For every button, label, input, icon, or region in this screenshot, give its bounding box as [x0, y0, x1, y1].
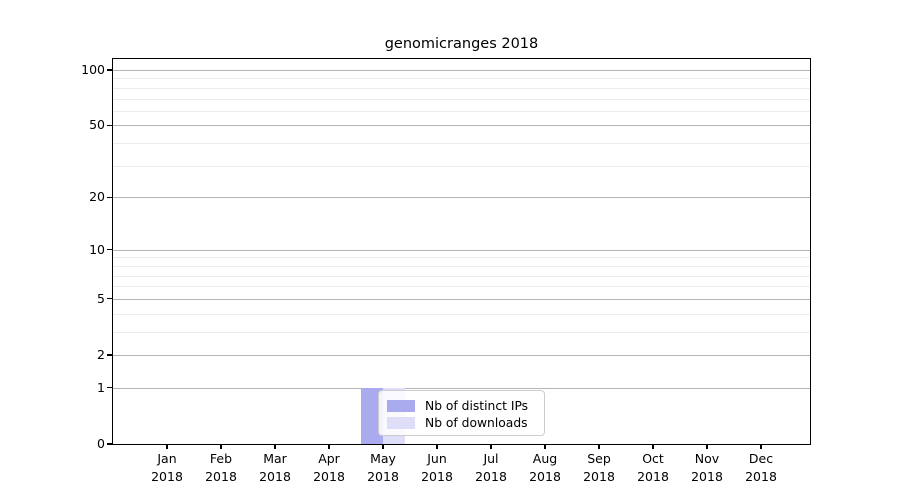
x-tick-dec-2018 [760, 444, 762, 449]
month-name: May [370, 451, 396, 466]
y-tick-label-5: 5 [97, 290, 105, 306]
month-name: Aug [532, 451, 558, 466]
minor-gridline-8 [113, 265, 810, 267]
x-tick-label-jan-2018: Jan 2018 [139, 450, 195, 486]
month-year: 2018 [475, 469, 507, 484]
month-year: 2018 [151, 469, 183, 484]
minor-gridline-7 [113, 275, 810, 277]
y-tick-50 [107, 124, 112, 127]
x-tick-aug-2018 [544, 444, 546, 449]
month-year: 2018 [367, 469, 399, 484]
x-tick-label-nov-2018: Nov 2018 [679, 450, 735, 486]
chart-title: genomicranges 2018 [384, 36, 539, 52]
y-tick-20 [107, 196, 112, 198]
major-gridline-10 [113, 249, 810, 251]
major-gridline-50 [113, 125, 810, 127]
major-gridline-5 [113, 298, 810, 300]
minor-gridline-40 [113, 143, 810, 145]
x-tick-label-may-2018: May 2018 [355, 450, 411, 486]
x-tick-label-apr-2018: Apr 2018 [301, 450, 357, 486]
x-tick-label-mar-2018: Mar 2018 [247, 450, 303, 486]
legend-swatch-nb-of-downloads [387, 416, 415, 429]
x-tick-label-jul-2018: Jul 2018 [463, 450, 519, 486]
x-tick-nov-2018 [706, 444, 708, 449]
minor-gridline-80 [113, 87, 810, 89]
y-tick-100 [107, 69, 112, 71]
x-tick-label-oct-2018: Oct 2018 [625, 450, 681, 486]
legend-entry-nb-of-distinct-ips: Nb of distinct IPs [387, 397, 536, 414]
y-tick-10 [107, 249, 112, 251]
month-year: 2018 [313, 469, 345, 484]
y-tick-label-0: 0 [97, 436, 105, 451]
month-year: 2018 [637, 469, 669, 484]
x-tick-label-aug-2018: Aug 2018 [517, 450, 573, 486]
y-tick-0 [107, 443, 112, 445]
minor-gridline-60 [113, 110, 810, 112]
x-tick-jun-2018 [436, 444, 438, 449]
month-name: Jul [483, 451, 499, 466]
x-tick-oct-2018 [652, 444, 654, 449]
bar-nb-of-distinct-ips-may [361, 387, 383, 444]
month-name: Jan [157, 451, 177, 466]
month-name: Apr [318, 451, 340, 466]
x-tick-sep-2018 [598, 444, 600, 449]
x-tick-label-feb-2018: Feb 2018 [193, 450, 249, 486]
minor-gridline-9 [113, 257, 810, 259]
minor-gridline-70 [113, 98, 810, 100]
x-tick-feb-2018 [220, 444, 222, 449]
x-tick-jan-2018 [166, 444, 168, 449]
month-name: Sep [587, 451, 611, 466]
y-tick-label-20: 20 [89, 189, 105, 205]
x-tick-label-dec-2018: Dec 2018 [733, 450, 789, 486]
y-tick-5 [107, 298, 112, 300]
x-tick-may-2018 [382, 444, 384, 449]
minor-gridline-90 [113, 78, 810, 80]
month-name: Jun [427, 451, 447, 466]
y-tick-1 [107, 387, 112, 389]
legend-label-nb-of-downloads: Nb of downloads [425, 415, 528, 430]
x-tick-mar-2018 [274, 444, 276, 449]
y-tick-label-100: 100 [81, 62, 105, 77]
x-tick-apr-2018 [328, 444, 330, 449]
x-tick-label-sep-2018: Sep 2018 [571, 450, 627, 486]
legend-entry-nb-of-downloads: Nb of downloads [387, 414, 536, 431]
month-name: Oct [642, 451, 664, 466]
legend-swatch-nb-of-distinct-ips [387, 399, 415, 412]
month-year: 2018 [745, 469, 777, 484]
y-tick-label-2: 2 [97, 347, 105, 362]
y-tick-label-50: 50 [89, 117, 105, 133]
month-year: 2018 [421, 469, 453, 484]
major-gridline-2 [113, 355, 810, 356]
minor-gridline-4 [113, 313, 810, 315]
legend: Nb of distinct IPs Nb of downloads [378, 390, 545, 436]
month-year: 2018 [691, 469, 723, 484]
month-year: 2018 [205, 469, 237, 484]
major-gridline-1 [113, 387, 810, 389]
month-name: Feb [209, 451, 233, 466]
y-tick-label-10: 10 [89, 241, 105, 257]
y-tick-2 [107, 354, 112, 356]
y-tick-label-1: 1 [97, 379, 105, 395]
month-name: Dec [748, 451, 774, 466]
minor-gridline-6 [113, 286, 810, 288]
plot-area: 0 1 2 5 10 20 50 100 Jan 2018 Feb 2018 Mar 2018 Apr 201… [81, 58, 811, 484]
major-gridline-100 [113, 70, 810, 71]
x-tick-jul-2018 [490, 444, 492, 449]
month-year: 2018 [259, 469, 291, 484]
month-name: Nov [694, 451, 720, 466]
month-year: 2018 [583, 469, 615, 484]
minor-gridline-3 [113, 331, 810, 333]
major-gridline-20 [113, 197, 810, 199]
x-tick-label-jun-2018: Jun 2018 [409, 450, 465, 486]
minor-gridline-30 [113, 165, 810, 167]
month-year: 2018 [529, 469, 561, 484]
legend-label-nb-of-distinct-ips: Nb of distinct IPs [425, 398, 529, 413]
month-name: Mar [263, 451, 287, 466]
